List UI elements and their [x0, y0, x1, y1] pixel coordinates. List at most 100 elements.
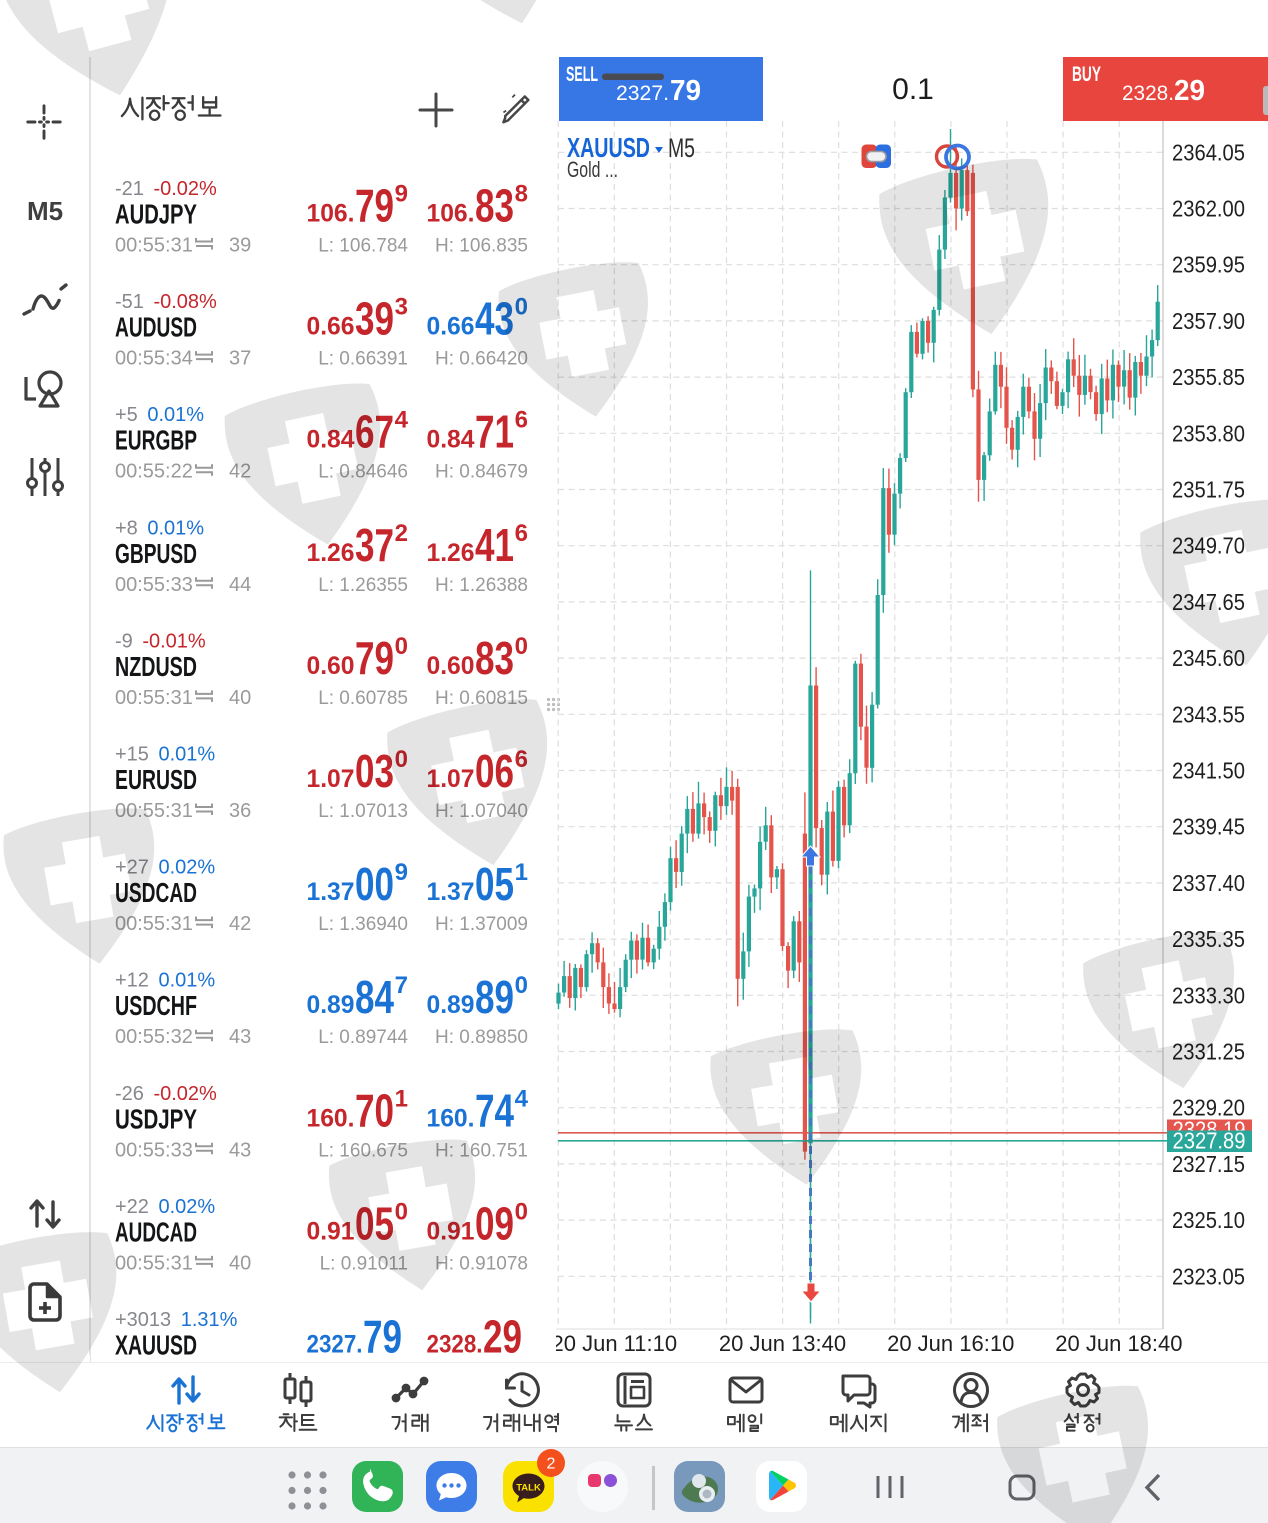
svg-text:H: 1.07040: H: 1.07040: [435, 801, 528, 822]
svg-text:00:55:33: 00:55:33: [115, 574, 193, 596]
svg-text:H: 0.60815: H: 0.60815: [435, 688, 528, 709]
svg-text:00:55:31: 00:55:31: [115, 1252, 193, 1274]
svg-text:42: 42: [229, 461, 251, 483]
svg-text:1.07: 1.07: [427, 765, 475, 793]
svg-text:L: 1.36940: L: 1.36940: [318, 914, 408, 935]
svg-text:2327.: 2327.: [307, 1331, 363, 1359]
svg-text:7: 7: [395, 972, 408, 999]
svg-text:37: 37: [355, 519, 394, 571]
svg-text:+15 0.01%: +15 0.01%: [115, 744, 215, 766]
svg-text:41: 41: [475, 519, 514, 571]
svg-text:0.84: 0.84: [307, 426, 355, 454]
svg-text:40: 40: [229, 687, 251, 709]
svg-text:2328.: 2328.: [1122, 82, 1174, 105]
svg-text:1.26: 1.26: [307, 539, 355, 567]
svg-text:03: 03: [355, 745, 394, 797]
svg-text:6: 6: [515, 520, 528, 547]
svg-text:00:55:31: 00:55:31: [115, 800, 193, 822]
svg-text:2333.30: 2333.30: [1172, 982, 1245, 1008]
svg-text:L: 160.675: L: 160.675: [318, 1140, 408, 1161]
svg-text:2325.10: 2325.10: [1172, 1207, 1245, 1233]
svg-text:L: 0.91011: L: 0.91011: [320, 1253, 408, 1274]
svg-text:79: 79: [363, 1311, 402, 1363]
svg-text:2329.20: 2329.20: [1172, 1095, 1245, 1121]
svg-text:29: 29: [483, 1311, 522, 1363]
svg-text:1.37: 1.37: [307, 878, 355, 906]
svg-text:NZDUSD: NZDUSD: [115, 651, 197, 682]
svg-text:74: 74: [475, 1084, 514, 1136]
svg-text:+22 0.02%: +22 0.02%: [115, 1196, 215, 1218]
svg-text:6: 6: [515, 407, 528, 434]
svg-text:+27 0.02%: +27 0.02%: [115, 857, 215, 879]
svg-text:L: 0.89744: L: 0.89744: [318, 1027, 408, 1048]
svg-text:1: 1: [395, 1085, 408, 1112]
svg-text:1: 1: [515, 859, 528, 886]
svg-text:0.60: 0.60: [307, 652, 355, 680]
svg-text:70: 70: [355, 1084, 394, 1136]
svg-text:0: 0: [515, 972, 528, 999]
svg-text:43: 43: [475, 293, 514, 345]
svg-text:+5 0.01%: +5 0.01%: [115, 404, 204, 426]
svg-text:83: 83: [475, 632, 514, 684]
svg-text:42: 42: [229, 913, 251, 935]
svg-text:2335.35: 2335.35: [1172, 926, 1245, 952]
svg-text:H: 0.84679: H: 0.84679: [435, 462, 528, 483]
svg-text:2: 2: [395, 520, 408, 547]
svg-text:3: 3: [395, 294, 408, 321]
svg-text:39: 39: [229, 235, 251, 257]
svg-text:L: 106.784: L: 106.784: [318, 236, 408, 257]
svg-text:106.: 106.: [427, 200, 475, 228]
svg-text:79: 79: [355, 180, 394, 232]
svg-text:2345.60: 2345.60: [1172, 645, 1245, 671]
svg-text:39: 39: [355, 293, 394, 345]
svg-text:00: 00: [355, 858, 394, 910]
svg-text:00:55:31: 00:55:31: [115, 913, 193, 935]
svg-text:0: 0: [515, 294, 528, 321]
svg-text:L: 1.26355: L: 1.26355: [318, 575, 408, 596]
svg-text:09: 09: [475, 1197, 514, 1249]
svg-text:L: 0.66391: L: 0.66391: [318, 349, 408, 370]
svg-text:9: 9: [395, 859, 408, 886]
svg-text:M5: M5: [668, 133, 695, 163]
svg-text:20 Jun 16:10: 20 Jun 16:10: [887, 1331, 1014, 1356]
svg-text:2327.: 2327.: [616, 82, 669, 105]
svg-text:+12 0.01%: +12 0.01%: [115, 970, 215, 992]
svg-text:2359.95: 2359.95: [1172, 252, 1245, 278]
svg-text:0: 0: [395, 746, 408, 773]
svg-text:Gold ...: Gold ...: [567, 157, 618, 182]
svg-text:29: 29: [1174, 75, 1205, 107]
svg-text:1.07: 1.07: [307, 765, 355, 793]
svg-text:XAUUSD: XAUUSD: [567, 132, 650, 163]
svg-text:+3013 1.31%: +3013 1.31%: [115, 1309, 238, 1331]
svg-text:43: 43: [229, 1026, 251, 1048]
svg-text:-9 -0.01%: -9 -0.01%: [115, 630, 206, 652]
svg-text:0.66: 0.66: [307, 313, 355, 341]
svg-text:2337.40: 2337.40: [1172, 870, 1245, 896]
svg-text:H: 1.26388: H: 1.26388: [435, 575, 528, 596]
svg-text:2327.15: 2327.15: [1172, 1151, 1245, 1177]
svg-text:L: 1.07013: L: 1.07013: [318, 801, 408, 822]
svg-text:2339.45: 2339.45: [1172, 814, 1245, 840]
svg-text:00:55:22: 00:55:22: [115, 461, 193, 483]
svg-text:4: 4: [515, 1085, 529, 1112]
svg-text:83: 83: [475, 180, 514, 232]
svg-text:37: 37: [229, 348, 251, 370]
svg-text:-51 -0.08%: -51 -0.08%: [115, 291, 217, 313]
svg-text:43: 43: [229, 1139, 251, 1161]
svg-text:GBPUSD: GBPUSD: [115, 538, 197, 569]
svg-text:20 Jun 13:40: 20 Jun 13:40: [719, 1331, 846, 1356]
svg-text:20 Jun 11:10: 20 Jun 11:10: [556, 1331, 677, 1356]
svg-text:0.84: 0.84: [427, 426, 475, 454]
svg-text:20 Jun 18:40: 20 Jun 18:40: [1055, 1331, 1182, 1356]
svg-text:2349.70: 2349.70: [1172, 533, 1245, 559]
svg-text:89: 89: [475, 971, 514, 1023]
svg-text:0: 0: [395, 633, 408, 660]
svg-text:+8 0.01%: +8 0.01%: [115, 517, 204, 539]
svg-text:H: 0.66420: H: 0.66420: [435, 349, 528, 370]
svg-text:00:55:31: 00:55:31: [115, 235, 193, 257]
svg-text:05: 05: [355, 1197, 394, 1249]
svg-text:2: 2: [547, 1456, 556, 1473]
svg-text:H: 0.91078: H: 0.91078: [435, 1253, 528, 1274]
svg-text:2355.85: 2355.85: [1172, 364, 1245, 390]
svg-text:05: 05: [475, 858, 514, 910]
